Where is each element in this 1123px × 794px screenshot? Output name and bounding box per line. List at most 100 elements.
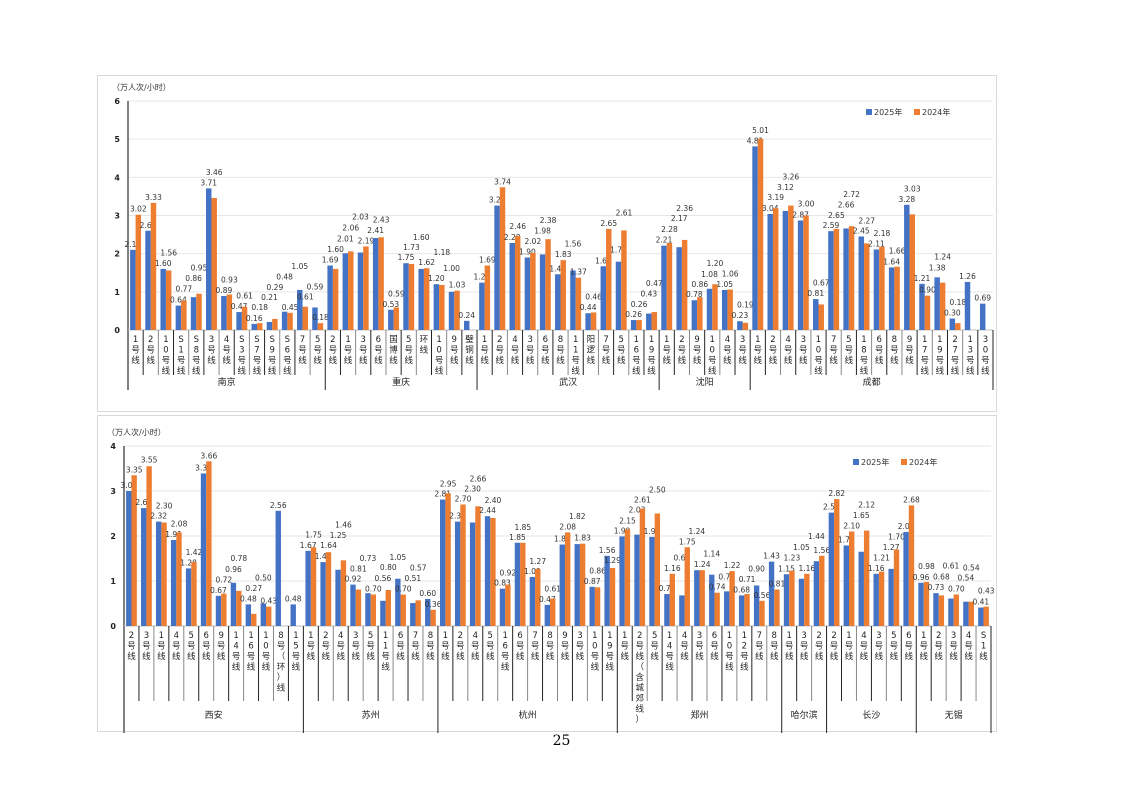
x-tick-label: 1 1 号线 [571, 335, 580, 377]
bar-2025-杭州-8号线 [544, 604, 551, 626]
bar-2025-成都-1号线 [752, 146, 758, 330]
page-number: 25 [552, 733, 571, 749]
bar-2024-苏州-1号线 [310, 547, 317, 626]
bar-2025-苏州-3号线 [350, 584, 356, 626]
bar-2024-无锡-1号线 [923, 581, 930, 626]
data-label: 3.39 [195, 463, 212, 472]
x-tick-label: 8 号线 [770, 631, 779, 662]
x-tick-label: 2 号线 [934, 631, 943, 662]
bar-2025-成都-19号线 [934, 277, 940, 330]
data-label: 2.61 [616, 208, 633, 217]
bar-2024-成都-6号线 [879, 246, 885, 330]
x-tick-label: S 1 号线 [177, 335, 186, 377]
bar-2025-长沙-1号线 [843, 545, 849, 626]
bar-2024-杭州-10号线 [594, 587, 601, 626]
data-label: 1.90 [519, 247, 536, 256]
bar-2025-杭州-7号线 [529, 576, 536, 626]
bar-2024-西安-1号线 [161, 522, 167, 626]
bar-2025-哈尔滨-3号线 [798, 578, 805, 626]
bar-2024-重庆-国博线 [393, 307, 400, 330]
bar-2024-长沙-1号线 [848, 531, 855, 626]
data-label: 0.47 [646, 279, 663, 288]
data-label: 1.91 [165, 530, 182, 539]
bar-2024-南京-S3号线 [241, 306, 248, 330]
data-label: 2.87 [792, 210, 809, 219]
data-label: 0.77 [718, 572, 735, 581]
group-label-沈阳: 沈阳 [696, 376, 714, 388]
bar-2024-郑州-5号线 [654, 513, 661, 626]
data-label: 0.54 [958, 574, 975, 583]
x-tick-label: 1 号线 [307, 631, 316, 662]
y-axis-label: （万人次/小时） [107, 427, 166, 437]
data-label: 0.70 [395, 585, 412, 594]
x-tick-label: 8 号线 [426, 631, 435, 662]
x-tick-label: 6 号线 [202, 631, 211, 662]
bar-2025-西安-4号线 [170, 540, 177, 626]
x-tick-label: 2 号线 [830, 631, 839, 662]
data-label: 1.75 [305, 530, 322, 539]
data-label: 2.30 [464, 485, 481, 494]
bar-2024-南京-2号线 [150, 202, 157, 330]
bar-2025-长沙-6号线 [903, 531, 909, 626]
data-label: 0.21 [261, 293, 278, 302]
x-tick-label: 1 0 号线 [708, 335, 717, 377]
bar-2024-武汉-11号线 [575, 277, 582, 330]
data-label: 1.24 [474, 273, 491, 282]
data-label: 1.27 [529, 557, 546, 566]
x-tick-label: 4 号线 [964, 631, 973, 662]
data-label: 1.16 [664, 564, 681, 573]
legend-swatch-2025 [866, 109, 872, 115]
bar-2024-成都-27号线 [955, 323, 961, 330]
data-label: 1.46 [335, 520, 352, 529]
data-label: 1.05 [390, 553, 407, 562]
data-label: 2.03 [352, 213, 369, 222]
data-label: 1.05 [291, 262, 308, 271]
data-label: 1.44 [808, 532, 825, 541]
group-label-武汉: 武汉 [559, 376, 577, 388]
data-label: 0.59 [388, 289, 405, 298]
x-tick-label: 9 号线 [693, 335, 702, 366]
legend-swatch-2024 [914, 109, 920, 115]
data-label: 0.95 [191, 264, 208, 273]
data-label: 1.08 [701, 270, 718, 279]
x-tick-label: 1 2 号线 [740, 631, 749, 673]
bar-2024-重庆-10号线 [439, 284, 445, 330]
data-label: 3.04 [762, 204, 779, 213]
x-tick-label: 4 号线 [172, 631, 181, 662]
y-tick-label: 1 [110, 577, 116, 586]
data-label: 0.16 [246, 314, 263, 323]
group-label-长沙: 长沙 [862, 709, 880, 721]
bar-2025-南京-S9号线 [266, 321, 273, 330]
data-label: 0.78 [686, 290, 703, 299]
bar-2025-成都-8号线 [888, 267, 895, 330]
data-label: 2.27 [858, 216, 875, 225]
data-label: 2.52 [823, 503, 840, 512]
data-label: 0.70 [948, 585, 965, 594]
x-tick-label: 6 号线 [875, 335, 884, 366]
bar-2025-武汉-11号线 [570, 270, 576, 330]
bar-2025-武汉-7号线 [600, 266, 607, 330]
bar-2024-重庆-1号线 [348, 251, 354, 330]
chart-top-panel: （万人次/小时） 0 1 2 3 4 5 6 2025年 2024年 2.10 3.02 1 号线 2.60… [97, 75, 997, 412]
bar-2024-长沙-5号线 [893, 549, 900, 626]
data-label: 1.20 [428, 274, 445, 283]
data-label: 3.26 [489, 196, 506, 205]
bar-2024-武汉-16号线 [636, 320, 642, 330]
x-tick-label: 2 号线 [815, 631, 824, 662]
data-label: 1.21 [873, 554, 890, 563]
data-label: 1.98 [644, 527, 661, 536]
x-tick-label: 4 号线 [511, 335, 520, 366]
bar-2025-长沙-2号线 [828, 512, 835, 626]
bar-2024-郑州-7号线 [759, 600, 765, 626]
bar-2024-长沙-4号线 [863, 530, 870, 626]
bar-2024-成都-19号线 [939, 282, 946, 330]
data-label: 0.68 [933, 572, 950, 581]
bar-2025-武汉-8号线 [555, 274, 561, 330]
x-tick-label: 1 0 号线 [435, 335, 444, 377]
bar-2025-武汉-3号线 [524, 257, 531, 330]
data-label: 2.36 [676, 204, 693, 213]
data-label: 1.46 [549, 264, 566, 273]
x-tick-label: 1 3 号线 [966, 335, 975, 377]
bar-2024-成都-5号线 [848, 226, 855, 330]
data-label: 1.14 [703, 550, 720, 559]
